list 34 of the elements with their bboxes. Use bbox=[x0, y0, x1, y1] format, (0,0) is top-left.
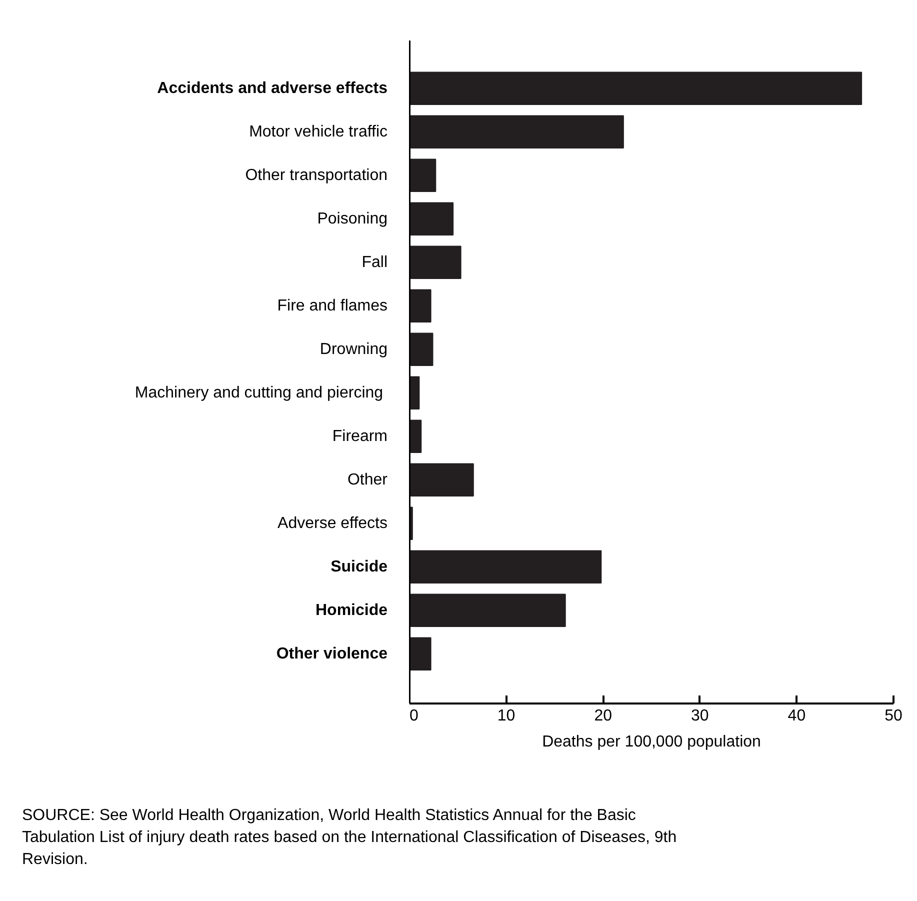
bar bbox=[410, 289, 432, 322]
x-tick-label: 40 bbox=[788, 708, 806, 724]
y-tick-label: Motor vehicle traffic bbox=[249, 123, 388, 140]
x-tick-label: 20 bbox=[594, 708, 612, 724]
x-tick-label: 30 bbox=[691, 708, 709, 724]
bar bbox=[410, 594, 566, 627]
y-tick-label: Drowning bbox=[320, 340, 388, 358]
y-tick-label: Other bbox=[347, 471, 388, 488]
x-tick-label: 50 bbox=[884, 708, 902, 724]
source-note: SOURCE: See World Health Organization, World Health Statistics Annual for the Basic Tabulation List of injury death rates based on the International Classification of Diseases, 9th Revision. bbox=[22, 806, 678, 870]
bar bbox=[410, 246, 462, 279]
y-tick-label: Homicide bbox=[315, 602, 388, 619]
y-tick-label: Poisoning bbox=[317, 210, 388, 228]
y-tick-label: Fall bbox=[362, 254, 388, 271]
y-tick-label: Adverse effects bbox=[278, 514, 388, 532]
bar bbox=[410, 158, 436, 192]
bar bbox=[410, 463, 474, 496]
x-axis-title: Deaths per 100,000 population bbox=[542, 734, 761, 750]
y-tick-label: Accidents and adverse effects bbox=[157, 80, 388, 97]
x-tick-label: 0 bbox=[410, 708, 418, 724]
y-tick-label: Other violence bbox=[276, 645, 388, 662]
bar bbox=[410, 550, 602, 584]
y-tick-label: Fire and flames bbox=[277, 297, 388, 314]
bar bbox=[410, 202, 454, 236]
bar bbox=[410, 72, 862, 105]
y-tick-label: Suicide bbox=[330, 558, 388, 576]
bar bbox=[410, 420, 422, 453]
y-tick-label: Machinery and cutting and piercing bbox=[134, 384, 384, 402]
x-tick-label: 10 bbox=[497, 708, 516, 724]
bar bbox=[410, 637, 432, 670]
bar bbox=[410, 332, 434, 366]
y-tick-label: Other transportation bbox=[245, 166, 388, 184]
bar bbox=[410, 115, 624, 148]
y-tick-label: Firearm bbox=[332, 428, 388, 445]
